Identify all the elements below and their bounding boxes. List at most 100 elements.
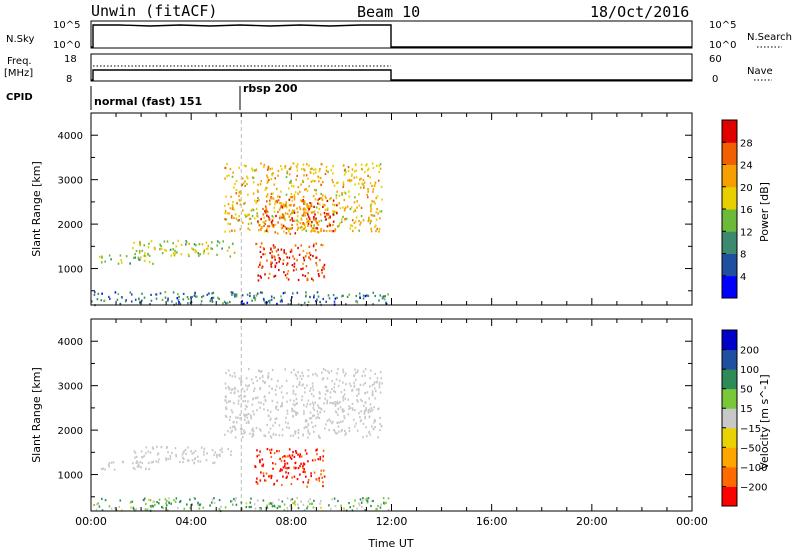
echo-point	[224, 382, 227, 385]
echo-point	[246, 293, 249, 296]
echo-point	[290, 193, 293, 196]
echo-point	[285, 416, 287, 419]
echo-point	[342, 185, 345, 188]
echo-point	[353, 381, 355, 384]
echo-point	[297, 246, 299, 250]
echo-point	[179, 302, 182, 305]
echo-point	[206, 452, 208, 455]
echo-point	[290, 204, 292, 207]
echo-point	[322, 368, 325, 371]
echo-point	[358, 229, 360, 232]
echo-point	[244, 408, 247, 411]
echo-point	[316, 231, 319, 234]
echo-point	[209, 504, 211, 507]
echo-point	[348, 427, 351, 430]
echo-point	[290, 179, 292, 182]
y-tick-label: 2000	[58, 220, 83, 231]
echo-point	[268, 218, 271, 221]
echo-point	[259, 406, 261, 409]
echo-point	[381, 296, 384, 299]
echo-point	[283, 503, 286, 506]
echo-point	[321, 163, 323, 166]
echo-point	[244, 415, 246, 418]
echo-point	[211, 449, 214, 452]
echo-point	[359, 416, 361, 419]
echo-point	[353, 210, 355, 213]
echo-point	[270, 476, 273, 480]
echo-point	[207, 244, 210, 248]
echo-point	[262, 221, 265, 224]
echo-point	[196, 295, 198, 298]
echo-point	[238, 166, 240, 169]
echo-point	[233, 229, 236, 232]
echo-point	[269, 502, 272, 505]
echo-point	[252, 427, 254, 430]
echo-point	[279, 217, 281, 220]
echo-point	[243, 202, 245, 205]
echo-point	[290, 196, 292, 199]
echo-point	[318, 197, 321, 200]
echo-point	[309, 295, 311, 299]
echo-point	[358, 193, 360, 196]
echo-point	[276, 450, 278, 453]
echo-point	[272, 462, 274, 465]
echo-point	[293, 196, 296, 199]
echo-point	[296, 496, 298, 499]
echo-point	[230, 391, 232, 394]
echo-point	[303, 200, 306, 203]
echo-point	[367, 497, 370, 500]
echo-point	[279, 457, 281, 460]
echo-point	[358, 292, 361, 295]
echo-point	[183, 457, 185, 460]
echo-point	[227, 385, 230, 388]
echo-point	[383, 501, 385, 504]
velocity-data	[93, 319, 390, 513]
colorbar-tick-label: 4	[740, 272, 746, 283]
echo-point	[228, 418, 231, 421]
echo-point	[273, 183, 276, 186]
echo-point	[368, 218, 370, 221]
echo-point	[241, 300, 243, 303]
echo-point	[256, 379, 259, 382]
echo-point	[93, 504, 95, 507]
echo-point	[189, 301, 192, 304]
echo-point	[296, 223, 299, 226]
echo-point	[307, 369, 310, 372]
echo-point	[356, 370, 359, 373]
echo-point	[103, 299, 106, 302]
echo-point	[292, 415, 295, 418]
echo-point	[275, 187, 278, 191]
echo-point	[238, 199, 241, 202]
echo-point	[355, 371, 357, 375]
echo-point	[337, 407, 340, 410]
echo-point	[224, 414, 227, 417]
echo-point	[231, 411, 234, 414]
echo-point	[326, 377, 329, 380]
echo-point	[294, 467, 296, 470]
echo-point	[293, 475, 296, 478]
echo-point	[318, 434, 320, 437]
echo-point	[296, 385, 298, 388]
echo-point	[279, 505, 281, 508]
echo-point	[142, 456, 144, 459]
echo-point	[348, 405, 350, 408]
echo-point	[274, 231, 277, 234]
echo-point	[377, 179, 380, 182]
echo-point	[296, 228, 299, 231]
echo-point	[136, 460, 138, 463]
echo-point	[320, 183, 323, 186]
echo-point	[297, 453, 299, 456]
echo-point	[248, 421, 250, 424]
echo-point	[300, 377, 303, 380]
echo-point	[301, 200, 304, 203]
echo-point	[266, 210, 269, 213]
echo-point	[327, 207, 329, 210]
echo-point	[235, 416, 237, 419]
echo-point	[346, 205, 349, 208]
echo-point	[268, 502, 271, 505]
echo-point	[277, 379, 279, 382]
echo-point	[143, 296, 146, 299]
echo-point	[211, 299, 213, 302]
nsearch-label: N.Search	[747, 32, 792, 43]
echo-point	[272, 197, 275, 200]
